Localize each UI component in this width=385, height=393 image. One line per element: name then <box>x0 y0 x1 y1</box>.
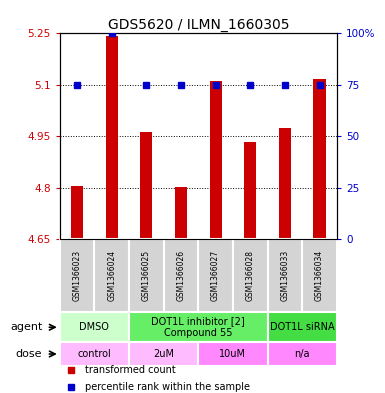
Text: DOT1L inhibitor [2]
Compound 55: DOT1L inhibitor [2] Compound 55 <box>151 316 245 338</box>
Bar <box>313 79 326 239</box>
Text: GSM1366034: GSM1366034 <box>315 250 324 301</box>
Text: transformed count: transformed count <box>85 365 176 375</box>
Bar <box>60 342 129 366</box>
Bar <box>71 186 83 239</box>
Text: GSM1366028: GSM1366028 <box>246 250 255 301</box>
Text: GSM1366026: GSM1366026 <box>176 250 186 301</box>
Bar <box>198 342 268 366</box>
Text: 2uM: 2uM <box>153 349 174 359</box>
Bar <box>60 239 94 312</box>
Title: GDS5620 / ILMN_1660305: GDS5620 / ILMN_1660305 <box>107 18 289 32</box>
Text: percentile rank within the sample: percentile rank within the sample <box>85 382 249 391</box>
Bar <box>268 239 302 312</box>
Bar <box>94 239 129 312</box>
Text: control: control <box>77 349 111 359</box>
Text: n/a: n/a <box>295 349 310 359</box>
Bar <box>209 81 222 239</box>
Text: DMSO: DMSO <box>79 322 109 332</box>
Bar <box>268 312 337 342</box>
Bar <box>129 239 164 312</box>
Bar <box>302 239 337 312</box>
Text: dose: dose <box>16 349 42 359</box>
Bar <box>105 36 118 239</box>
Bar <box>129 342 198 366</box>
Bar <box>60 312 129 342</box>
Text: agent: agent <box>10 322 42 332</box>
Text: DOT1L siRNA: DOT1L siRNA <box>270 322 335 332</box>
Text: GSM1366025: GSM1366025 <box>142 250 151 301</box>
Bar <box>233 239 268 312</box>
Text: GSM1366027: GSM1366027 <box>211 250 220 301</box>
Text: GSM1366023: GSM1366023 <box>72 250 82 301</box>
Bar <box>244 143 256 239</box>
Bar <box>198 239 233 312</box>
Bar <box>279 129 291 239</box>
Text: GSM1366033: GSM1366033 <box>280 250 290 301</box>
Text: GSM1366024: GSM1366024 <box>107 250 116 301</box>
Bar <box>268 342 337 366</box>
Text: 10uM: 10uM <box>219 349 246 359</box>
Bar <box>164 239 198 312</box>
Bar <box>129 312 268 342</box>
Bar <box>140 132 152 239</box>
Bar <box>175 187 187 239</box>
